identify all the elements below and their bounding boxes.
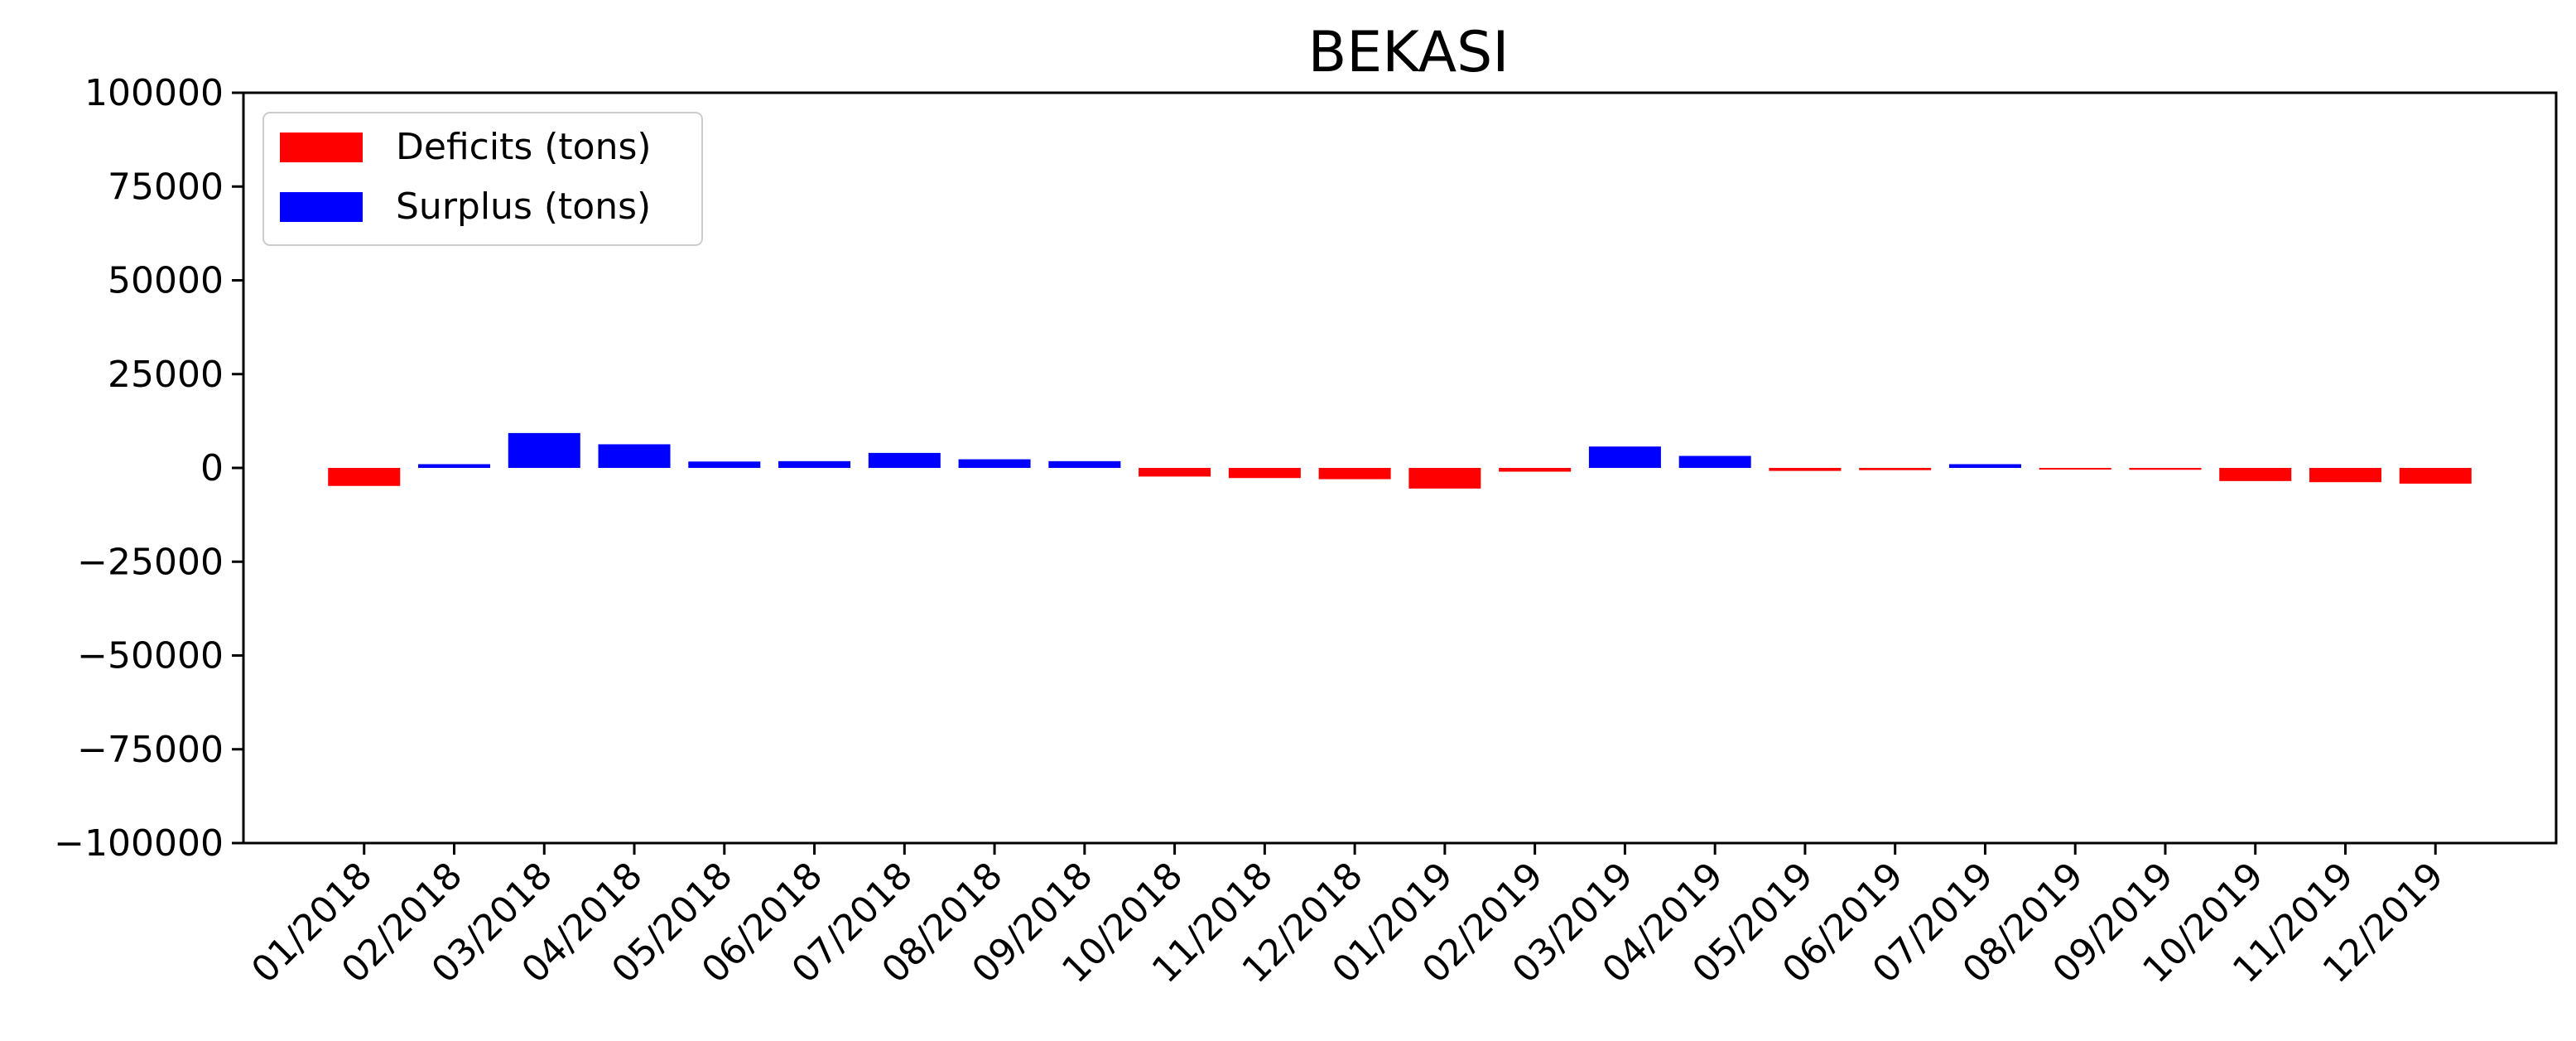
y-tick-label: 75000 (108, 166, 224, 208)
surplus-bar (1948, 464, 2021, 468)
deficit-bar (1499, 468, 1572, 472)
y-tick-label: −25000 (77, 541, 224, 583)
deficit-bar (1228, 468, 1301, 479)
surplus-bar (598, 444, 671, 468)
surplus-bar (958, 459, 1031, 468)
deficit-bar (2219, 468, 2292, 481)
deficit-bar (1139, 468, 1211, 477)
y-tick-label: −50000 (77, 635, 224, 677)
deficit-bar (1859, 468, 1932, 470)
deficit-bar (2399, 468, 2472, 484)
surplus-bar (688, 461, 761, 468)
deficit-bar (2309, 468, 2382, 483)
y-tick-label: −75000 (77, 729, 224, 771)
deficit-bar (2039, 468, 2111, 470)
chart-title: BEKASI (1308, 20, 1509, 85)
y-tick-label: 0 (200, 447, 224, 489)
deficit-bar (1769, 468, 1842, 471)
surplus-bar (1048, 460, 1121, 468)
legend: Deficits (tons) Surplus (tons) (262, 112, 703, 246)
y-tick-label: 50000 (108, 260, 224, 302)
legend-swatch-surplus (280, 192, 363, 222)
surplus-bar (508, 432, 580, 468)
y-tick-label: 100000 (84, 72, 224, 114)
y-tick-label: 25000 (108, 354, 224, 396)
legend-label-surplus: Surplus (tons) (396, 186, 651, 228)
plot-frame (242, 91, 2558, 845)
deficit-bar (1408, 468, 1481, 489)
surplus-bar (1588, 446, 1661, 468)
legend-label-deficits: Deficits (tons) (396, 126, 652, 168)
legend-box (262, 112, 703, 246)
surplus-bar (778, 460, 851, 468)
surplus-bar (868, 452, 941, 468)
x-axis: 01/201802/201803/201804/201805/201806/20… (243, 843, 2452, 991)
y-tick-label: −100000 (54, 822, 224, 865)
y-axis: 100000 75000 50000 25000 0 −25000 −50000 −75000… (54, 72, 243, 865)
legend-swatch-deficits (280, 133, 363, 162)
deficit-bar (2129, 468, 2202, 470)
bars-layer (328, 432, 2472, 489)
surplus-bar (417, 464, 491, 468)
deficit-bar (328, 468, 401, 486)
surplus-bar (1678, 455, 1751, 468)
deficit-bar (1318, 468, 1391, 480)
